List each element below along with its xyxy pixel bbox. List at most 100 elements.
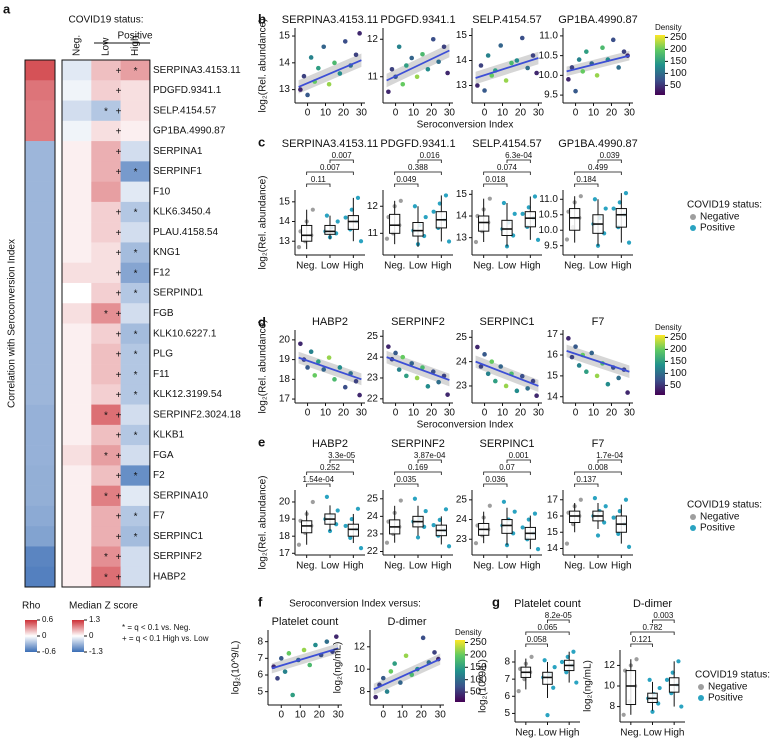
scatter-point xyxy=(489,359,495,364)
legend-swatch xyxy=(690,525,696,531)
jitter-point xyxy=(571,649,576,654)
jitter-point xyxy=(551,685,556,690)
heatmap-cell xyxy=(91,404,121,426)
heatmap-cell xyxy=(91,364,121,385)
p-value: 0.035 xyxy=(396,475,417,484)
chart-title: Platelet count xyxy=(514,598,581,610)
y-tick-label: 23 xyxy=(456,534,468,545)
y-tick-label: 24 xyxy=(456,514,468,525)
scatter-point xyxy=(337,365,343,370)
heatmap-cell xyxy=(120,242,151,263)
x-tick-label: 30 xyxy=(624,108,636,119)
x-tick-label: 10 xyxy=(588,408,600,419)
jitter-point xyxy=(423,508,428,514)
p-value: 0.007 xyxy=(320,163,341,172)
legend-title: Density xyxy=(655,23,682,32)
significance-mark: * xyxy=(134,289,138,300)
scatter-point xyxy=(301,647,307,653)
heatmap-cell xyxy=(25,384,55,405)
significance-bracket xyxy=(652,619,675,623)
y-tick-label: 10.0 xyxy=(539,70,559,81)
heatmap-cell xyxy=(120,404,151,426)
row-label: F10 xyxy=(153,186,171,197)
jitter-point xyxy=(423,214,428,220)
y-tick-label: 16 xyxy=(547,350,559,361)
y-tick-label: 18 xyxy=(279,374,291,385)
legend-label: Negative xyxy=(700,512,740,523)
scatter-point xyxy=(441,44,447,50)
scatter-point xyxy=(534,393,539,399)
scatter-point xyxy=(386,89,391,95)
legend-swatch xyxy=(690,214,696,220)
x-tick-label: Neg. xyxy=(384,261,405,272)
scatter-point xyxy=(530,378,536,384)
heatmap-cell xyxy=(120,505,151,527)
row-label: SERPINF2.3024.18 xyxy=(153,409,241,420)
scatter-point xyxy=(316,65,321,71)
jitter-point xyxy=(335,508,340,513)
significance-bracket xyxy=(417,159,442,163)
heatmap-cell xyxy=(25,526,55,547)
jitter-point xyxy=(512,211,517,216)
jitter-point xyxy=(564,237,570,242)
chart-title: F7 xyxy=(592,438,605,450)
jitter-point xyxy=(501,200,507,206)
heatmap-cell xyxy=(25,343,55,365)
scatter-point xyxy=(298,87,303,92)
row-label: F11 xyxy=(153,369,170,380)
box xyxy=(347,523,359,537)
legend-title: COVID19 status: xyxy=(687,500,762,511)
significance-mark: * xyxy=(134,532,138,543)
heatmap-cell xyxy=(25,141,55,162)
heatmap-cell xyxy=(25,465,55,486)
y-tick-label: 8 xyxy=(257,636,263,647)
significance-mark: * xyxy=(134,431,138,442)
significance-mark: * xyxy=(134,248,138,259)
heatmap-cell xyxy=(62,80,92,101)
row-label: PLAU.4158.54 xyxy=(153,227,218,238)
scatter-point xyxy=(353,52,359,58)
significance-mark: * xyxy=(134,167,138,178)
p-value: 0.121 xyxy=(632,635,653,644)
heatmap-cell xyxy=(120,424,151,446)
y-axis-label: log₂(Rel. abundance) xyxy=(258,19,269,113)
heatmap-cell xyxy=(62,282,92,304)
heatmap-cell xyxy=(62,161,92,182)
chart-title: D-dimer xyxy=(633,598,672,610)
heatmap-cell xyxy=(25,364,55,385)
column-label: High xyxy=(130,35,141,56)
y-tick-label: 18 xyxy=(279,531,291,542)
x-tick-label: Neg. xyxy=(473,261,494,272)
p-value: 0.058 xyxy=(527,635,548,644)
x-tick-label: Low xyxy=(498,261,517,272)
x-tick-label: 0 xyxy=(573,408,579,419)
heatmap-cell xyxy=(120,222,151,243)
scatter-point xyxy=(566,336,571,341)
p-value: 0.388 xyxy=(408,163,429,172)
scatter-point xyxy=(305,92,310,98)
heatmap-cell xyxy=(62,242,92,263)
jitter-point xyxy=(412,496,418,501)
jitter-point xyxy=(621,712,626,717)
significance-mark: + xyxy=(116,329,122,340)
chart-title: SELP.4154.57 xyxy=(472,14,542,26)
jitter-point xyxy=(296,542,302,547)
heatmap-cell xyxy=(120,181,151,203)
scatter-point xyxy=(414,375,420,381)
scatter-point xyxy=(625,390,630,395)
colorbar xyxy=(455,640,465,702)
heatmap-cell xyxy=(120,384,151,405)
heatmap-border xyxy=(61,59,151,588)
heatmap-cell xyxy=(91,384,121,405)
jitter-point xyxy=(473,239,479,245)
x-tick-label: 0 xyxy=(393,108,399,119)
p-value: 0.11 xyxy=(311,175,327,184)
scatter-point xyxy=(489,73,495,78)
heatmap-cell xyxy=(91,343,121,365)
p-value: 0.007 xyxy=(332,151,353,160)
heatmap-cell xyxy=(120,303,151,324)
jitter-point xyxy=(516,689,521,694)
colorbar-tick-label: 100 xyxy=(670,68,687,79)
scatter-point xyxy=(525,386,530,391)
heatmap-cell xyxy=(25,566,55,588)
